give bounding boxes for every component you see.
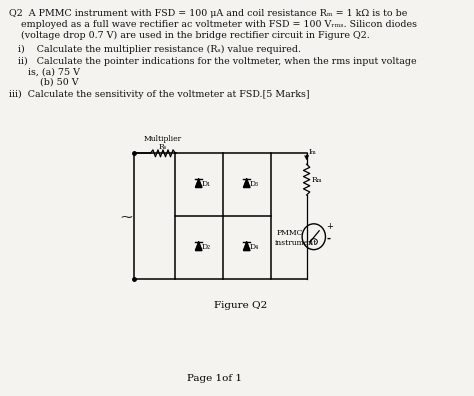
Text: D₄: D₄ [249, 243, 259, 251]
Bar [174, 153, 271, 280]
Text: instrument: instrument [275, 239, 318, 247]
Text: Rₛ: Rₛ [159, 143, 167, 151]
Polygon shape [195, 242, 202, 251]
Text: Q2  A PMMC instrument with FSD = 100 μA and coil resistance Rₘ = 1 kΩ is to be: Q2 A PMMC instrument with FSD = 100 μA a… [9, 10, 407, 18]
Polygon shape [244, 179, 250, 188]
Text: ~: ~ [119, 208, 133, 225]
Text: PMMC: PMMC [277, 229, 303, 237]
Text: D₃: D₃ [249, 180, 258, 188]
Text: Iₘ: Iₘ [309, 148, 316, 156]
Text: D₁: D₁ [201, 180, 210, 188]
Text: i)    Calculate the multiplier resistance (Rₛ) value required.: i) Calculate the multiplier resistance (… [18, 45, 301, 54]
Text: ii)   Calculate the pointer indications for the voltmeter, when the rms input vo: ii) Calculate the pointer indications fo… [18, 57, 416, 66]
Text: D₂: D₂ [201, 243, 210, 251]
Text: (b) 50 V: (b) 50 V [40, 78, 79, 87]
Text: iii)  Calculate the sensitivity of the voltmeter at FSD.[5 Marks]: iii) Calculate the sensitivity of the vo… [9, 90, 309, 99]
Polygon shape [195, 179, 202, 188]
Text: -: - [327, 234, 330, 244]
Text: employed as a full wave rectifier ac voltmeter with FSD = 100 Vᵣₘₛ. Silicon diod: employed as a full wave rectifier ac vol… [21, 20, 417, 29]
Text: Multiplier: Multiplier [144, 135, 182, 143]
Text: is, (a) 75 V: is, (a) 75 V [28, 68, 80, 77]
Text: Rₘ: Rₘ [311, 176, 321, 184]
Text: Figure Q2: Figure Q2 [214, 301, 267, 310]
Polygon shape [244, 242, 250, 251]
Text: Page 1of 1: Page 1of 1 [187, 374, 242, 383]
Text: +: + [327, 222, 333, 231]
Text: (voltage drop 0.7 V) are used in the bridge rectifier circuit in Figure Q2.: (voltage drop 0.7 V) are used in the bri… [21, 31, 370, 40]
